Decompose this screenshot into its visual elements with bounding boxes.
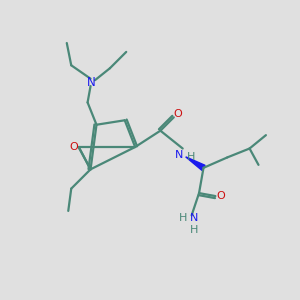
Text: H: H xyxy=(179,213,188,223)
Polygon shape xyxy=(186,157,205,170)
Text: N: N xyxy=(175,150,183,160)
Text: O: O xyxy=(216,191,225,201)
Text: N: N xyxy=(190,213,198,223)
Text: H: H xyxy=(187,152,195,162)
Text: H: H xyxy=(190,225,198,235)
Text: O: O xyxy=(174,109,183,119)
Text: O: O xyxy=(69,142,78,152)
Text: N: N xyxy=(87,76,95,89)
